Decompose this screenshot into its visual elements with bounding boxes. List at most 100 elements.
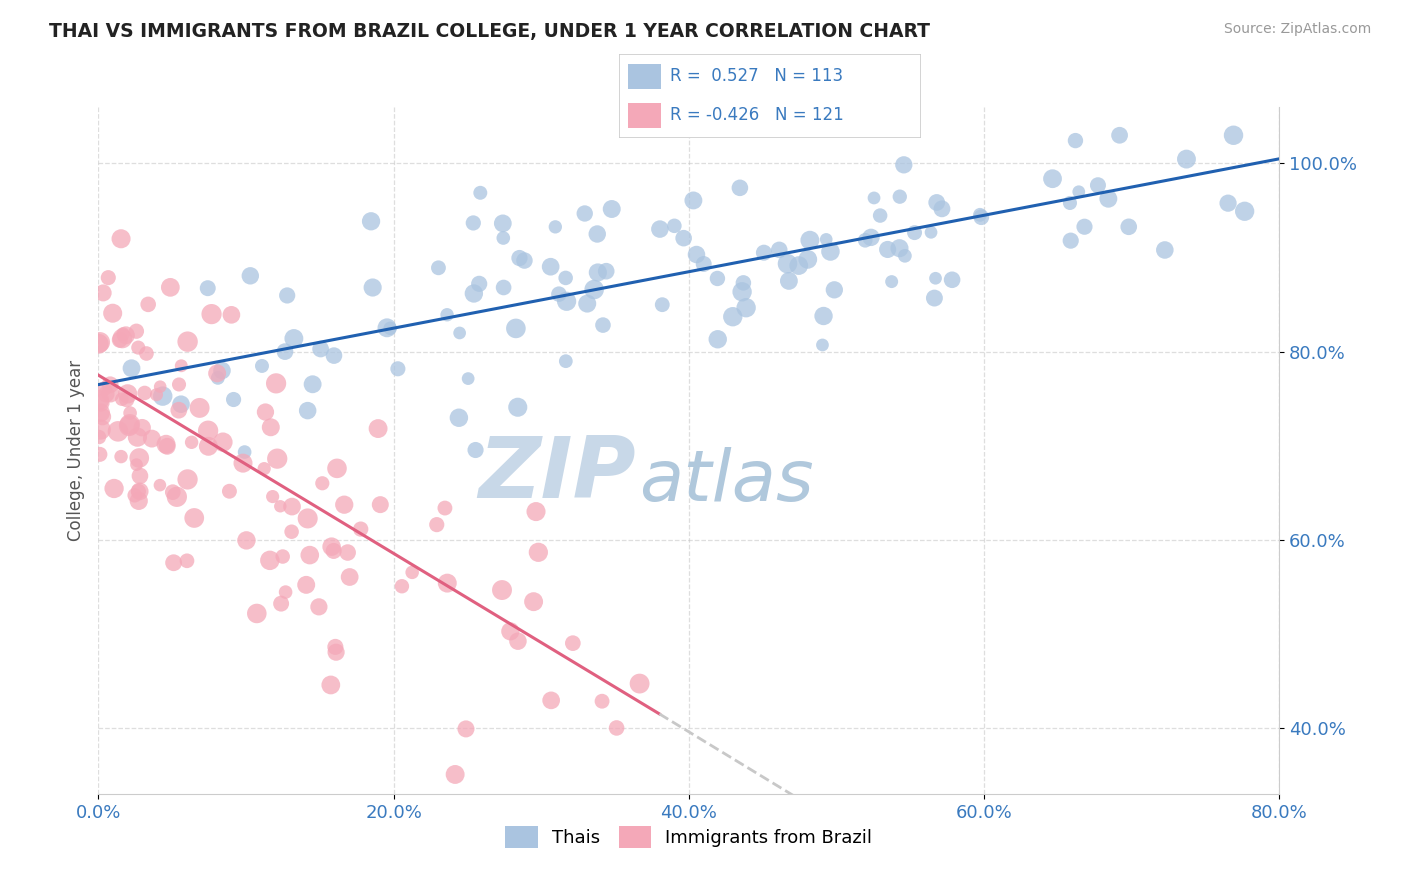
Point	[893, 158, 915, 172]
Point	[280, 524, 302, 539]
Point	[170, 397, 193, 411]
Point	[651, 298, 673, 312]
Point	[524, 505, 547, 519]
Point	[333, 498, 356, 512]
Point	[274, 585, 297, 599]
Point	[311, 476, 333, 491]
Point	[107, 425, 129, 439]
Point	[1216, 196, 1239, 211]
Point	[1087, 178, 1109, 193]
Point	[295, 578, 318, 592]
Point	[110, 450, 132, 464]
Point	[447, 410, 470, 425]
Point	[264, 376, 287, 391]
Point	[470, 186, 492, 200]
Point	[813, 309, 835, 323]
Point	[787, 259, 810, 273]
Point	[1067, 185, 1090, 199]
Point	[135, 346, 157, 360]
Point	[693, 257, 716, 271]
Point	[127, 430, 149, 444]
Point	[706, 332, 728, 346]
Y-axis label: College, Under 1 year: College, Under 1 year	[66, 359, 84, 541]
Point	[876, 243, 898, 257]
Point	[859, 230, 882, 244]
Point	[96, 387, 118, 401]
Point	[555, 294, 578, 309]
Point	[91, 285, 114, 300]
Point	[207, 371, 229, 385]
Point	[768, 243, 790, 257]
Point	[152, 389, 174, 403]
Point	[628, 676, 651, 690]
Point	[863, 191, 886, 205]
Point	[889, 241, 911, 255]
Point	[464, 442, 486, 457]
Point	[270, 597, 292, 611]
Text: R = -0.426   N = 121: R = -0.426 N = 121	[671, 106, 844, 124]
Point	[259, 553, 281, 567]
Point	[925, 195, 948, 210]
Point	[433, 501, 456, 516]
Point	[297, 403, 319, 417]
Point	[111, 331, 134, 345]
Point	[197, 439, 219, 453]
Point	[350, 522, 373, 536]
Point	[367, 421, 389, 435]
Point	[200, 307, 222, 321]
Point	[145, 387, 167, 401]
Point	[1108, 128, 1130, 143]
Point	[246, 607, 269, 621]
Point	[205, 367, 228, 381]
Point	[159, 280, 181, 294]
Point	[100, 386, 122, 401]
Point	[1059, 196, 1081, 211]
Point	[1073, 219, 1095, 234]
Point	[222, 392, 245, 407]
Point	[183, 511, 205, 525]
Point	[920, 225, 942, 239]
Point	[90, 396, 112, 410]
Point	[180, 435, 202, 450]
Point	[721, 310, 744, 324]
Point	[586, 227, 609, 241]
Point	[1233, 204, 1256, 219]
Point	[492, 231, 515, 245]
Point	[125, 458, 148, 472]
Point	[276, 288, 298, 302]
Point	[505, 321, 527, 335]
Point	[797, 252, 820, 267]
Point	[321, 540, 343, 554]
Point	[162, 485, 184, 500]
Bar	[627, 63, 661, 89]
Point	[682, 194, 704, 208]
Point	[108, 333, 131, 347]
Point	[523, 595, 546, 609]
Point	[260, 420, 283, 434]
Point	[167, 403, 190, 417]
Point	[492, 216, 515, 230]
Point	[176, 472, 198, 486]
Point	[118, 417, 141, 432]
Point	[87, 392, 110, 407]
Point	[322, 544, 344, 558]
Point	[211, 363, 233, 377]
Point	[97, 270, 120, 285]
Point	[155, 437, 177, 451]
Point	[326, 461, 349, 475]
Point	[1175, 152, 1198, 166]
Point	[444, 767, 467, 781]
Point	[266, 451, 288, 466]
Point	[391, 579, 413, 593]
Point	[931, 202, 953, 216]
Point	[110, 232, 132, 246]
Point	[125, 324, 148, 338]
Point	[889, 189, 911, 203]
Point	[131, 420, 153, 434]
Point	[427, 260, 450, 275]
Point	[387, 361, 409, 376]
Point	[436, 576, 458, 591]
Point	[869, 209, 891, 223]
Point	[336, 545, 359, 559]
Point	[121, 361, 143, 376]
